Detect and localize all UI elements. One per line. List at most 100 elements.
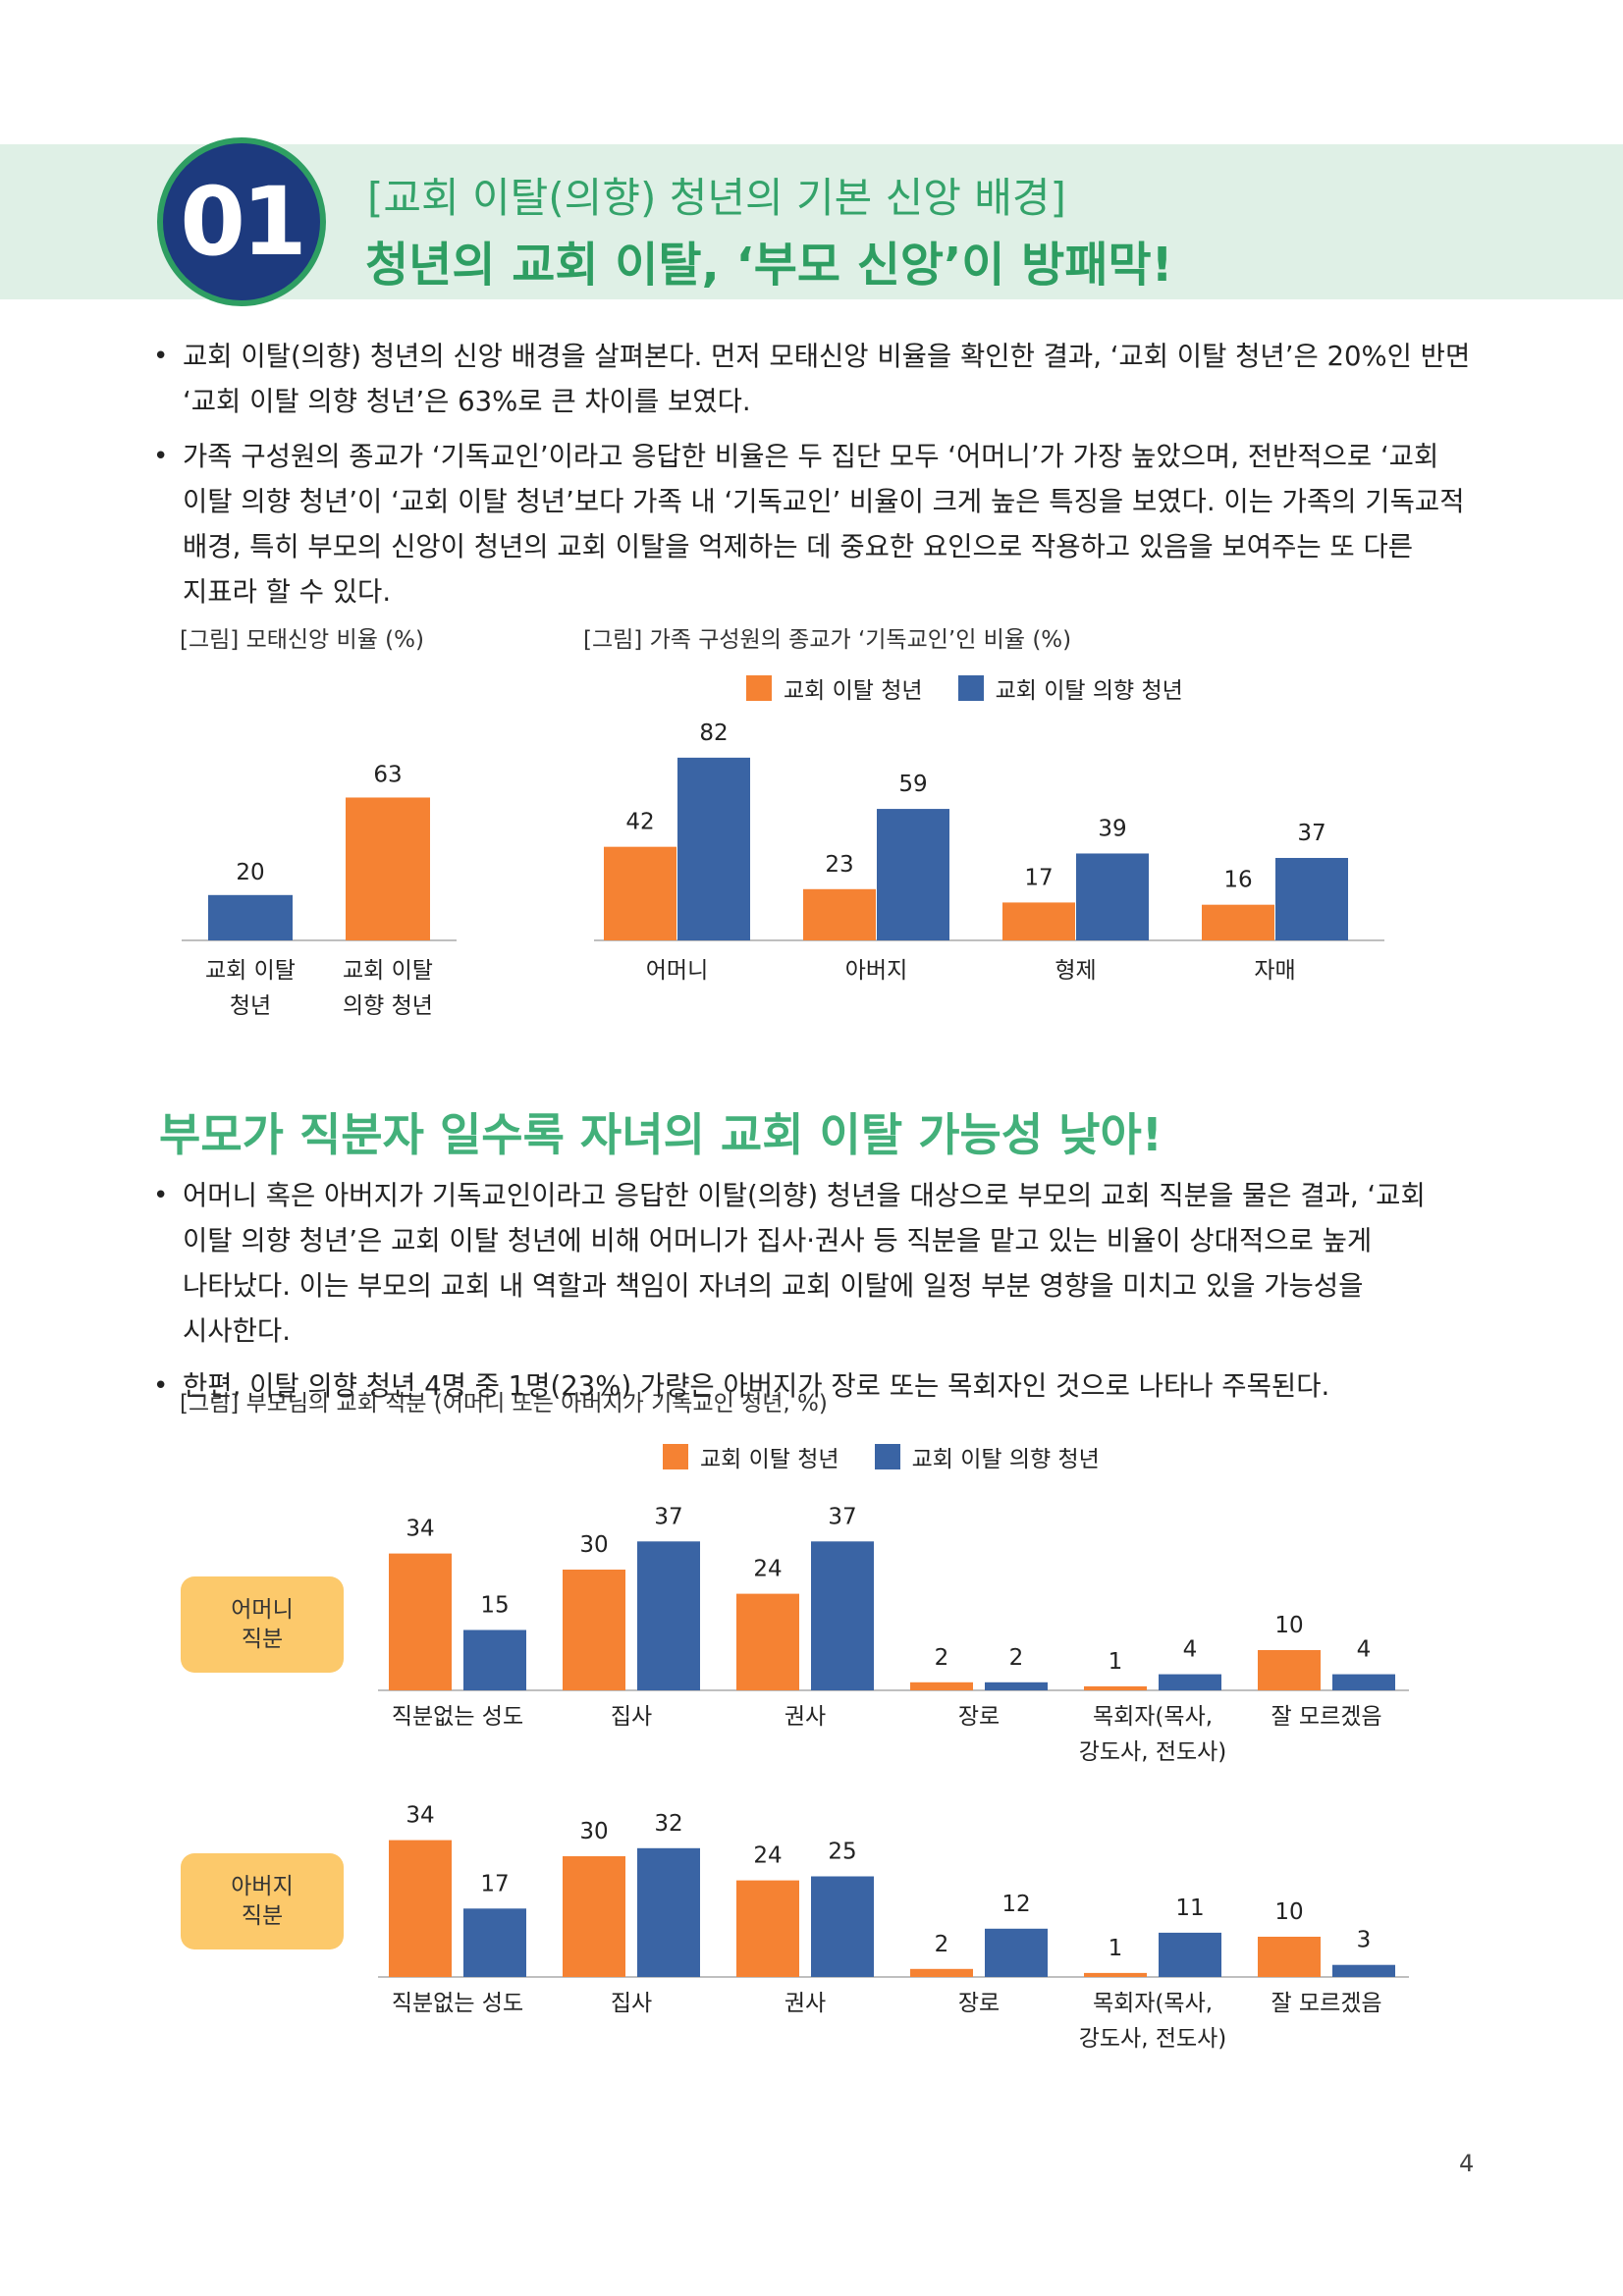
category-label: 강도사, 전도사) [1079,1739,1227,1765]
category-label: 목회자(목사, [1093,1704,1213,1730]
bar [1084,1685,1147,1690]
data-label: 20 [236,860,264,885]
category-label: 집사 [611,1991,652,2016]
bar [811,1876,874,1977]
category-label: 장로 [958,1704,1000,1730]
category-label: 청년 [230,993,271,1019]
bar [563,1856,625,1977]
bar [1258,1937,1321,1977]
data-label: 17 [1024,865,1053,890]
category-label: 집사 [611,1704,652,1730]
bar [677,757,750,940]
bar [1076,853,1149,940]
category-label: 권사 [784,1991,826,2016]
legend-swatch-orange [663,1444,688,1469]
row-label-line: 아버지 [231,1874,294,1899]
legend-label-a: 교회 이탈 청년 [784,678,923,704]
section-title: 청년의 교회 이탈, ‘부모 신앙’이 방패막! [365,238,1173,293]
data-label: 34 [406,1517,434,1542]
category-label: 장로 [958,1991,1000,2016]
category-label: 잘 모르겠음 [1271,1704,1381,1730]
data-label: 4 [1357,1637,1372,1663]
bar [346,797,430,940]
bar [1258,1650,1321,1690]
bar [208,894,293,940]
legend-swatch-blue [957,675,984,701]
legend-swatch-blue [874,1444,900,1469]
bar [463,1908,526,1977]
bar [811,1541,874,1690]
row-label-line: 어머니 [231,1597,294,1623]
category-label: 교회 이탈 [343,958,433,984]
category-label: 형제 [1055,958,1096,984]
bar [1159,1674,1221,1690]
bar [604,846,676,940]
chart-caption-1: [그림] 모태신앙 비율 (%) [180,627,424,653]
bullet-item: 한편, 이탈 의향 청년 4명 중 1명(23%) 가량은 아버지가 장로 또는… [147,1363,1478,1409]
section-2-title: 부모가 직분자 일수록 자녀의 교회 이탈 가능성 낮아! [159,1108,1163,1161]
data-label: 12 [1001,1892,1030,1917]
category-label: 교회 이탈 [205,958,296,984]
data-label: 4 [1183,1637,1198,1663]
bar [985,1928,1048,1977]
bar [910,1682,973,1690]
bar [1332,1964,1395,1977]
bar [1202,904,1274,940]
data-label: 11 [1175,1896,1204,1921]
chart-caption-3: [그림] 부모님의 교회 직분 (어머니 또는 아버지가 기독교인 청년, %) [180,1391,828,1416]
bullet-item: 어머니 혹은 아버지가 기독교인이라고 응답한 이탈(의향) 청년을 대상으로 … [147,1173,1478,1354]
row-label-line: 직분 [241,1627,284,1652]
category-label: 어머니 [646,958,708,984]
data-label: 63 [373,762,402,787]
bar [736,1880,799,1977]
row-label-mother: 어머니 직분 [181,1576,344,1673]
bullet-item: 교회 이탈(의향) 청년의 신앙 배경을 살펴본다. 먼저 모태신앙 비율을 확… [147,334,1478,424]
data-label: 3 [1357,1928,1372,1953]
category-label: 의향 청년 [343,993,433,1019]
section-number-badge: 01 [157,137,326,306]
data-label: 37 [654,1504,682,1529]
data-label: 10 [1274,1899,1303,1925]
data-label: 23 [825,852,853,878]
bar [910,1968,973,1977]
section-subtitle: [교회 이탈(의향) 청년의 기본 신앙 배경] [367,174,1066,222]
data-label: 16 [1223,868,1252,893]
bar [1332,1674,1395,1690]
category-label: 권사 [784,1704,826,1730]
row-label-line: 직분 [241,1903,284,1929]
bar [1002,902,1075,940]
bar [1084,1972,1147,1977]
page-number: 4 [1459,2150,1475,2177]
data-label: 25 [828,1840,856,1865]
data-label: 59 [898,772,927,797]
bullet-list-1: 교회 이탈(의향) 청년의 신앙 배경을 살펴본다. 먼저 모태신앙 비율을 확… [147,334,1478,624]
bar [985,1682,1048,1690]
bar [389,1840,452,1977]
bar [803,888,876,940]
bar [637,1847,700,1977]
data-label: 17 [480,1871,509,1896]
bullet-item: 가족 구성원의 종교가 ‘기독교인’이라고 응답한 비율은 두 집단 모두 ‘어… [147,434,1478,614]
bar [637,1541,700,1690]
legend-label-b: 교회 이탈 의향 청년 [995,678,1183,704]
data-label: 30 [579,1532,608,1558]
bar [1275,858,1348,940]
chart-3-mother: 34 15 직분없는 성도 30 37 집사 24 37 권사 2 2 장로 1 4 목회자(목사, 강도사,… [378,1504,1409,1765]
legend-swatch-orange [746,675,772,701]
category-label: 잘 모르겠음 [1271,1991,1381,2016]
category-label: 자매 [1254,958,1295,984]
data-label: 10 [1274,1613,1303,1638]
bar [463,1629,526,1690]
data-label: 32 [654,1811,682,1837]
bar [389,1553,452,1690]
data-label: 1 [1109,1936,1123,1961]
chart-2: 42 82 어머니 23 59 아버지 17 39 형제 16 37 자매 [594,721,1384,984]
bar [736,1593,799,1690]
data-label: 1 [1109,1649,1123,1675]
data-label: 39 [1098,816,1126,841]
data-label: 34 [406,1803,434,1829]
bar [1159,1932,1221,1977]
bullet-list-2: 어머니 혹은 아버지가 기독교인이라고 응답한 이탈(의향) 청년을 대상으로 … [147,1173,1478,1418]
